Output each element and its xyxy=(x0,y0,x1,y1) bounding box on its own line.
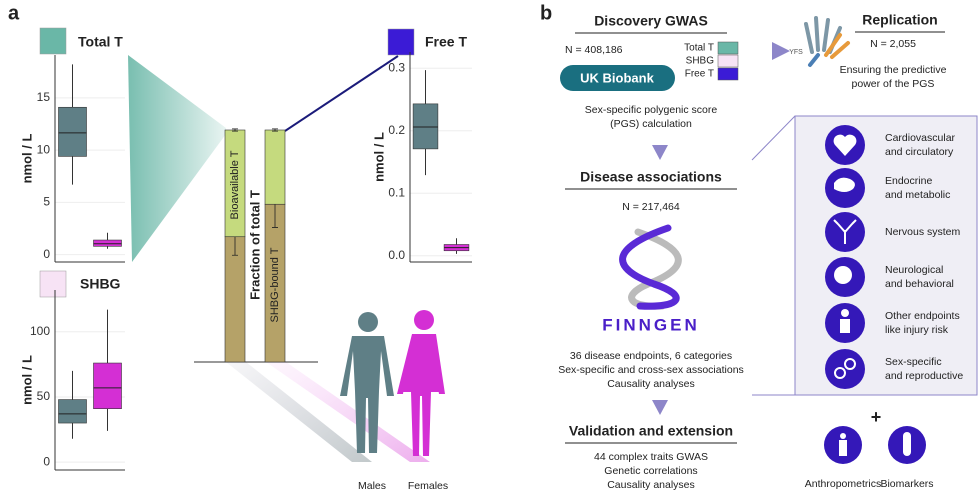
y-tick-label: 0.1 xyxy=(388,185,405,199)
method-text: Sex-specific polygenic score xyxy=(585,104,718,116)
y-tick-label: 0.2 xyxy=(388,123,405,137)
disease-text: Causality analyses xyxy=(607,378,695,390)
discovery-title: Discovery GWAS xyxy=(594,13,708,29)
box xyxy=(412,103,439,150)
connector-total xyxy=(128,55,226,262)
category-label: and circulatory xyxy=(885,146,954,158)
category-label: Sex-specific xyxy=(885,356,942,368)
arrow-down xyxy=(652,145,668,160)
validation-text: Causality analyses xyxy=(607,479,695,491)
connector xyxy=(751,115,796,161)
disease-title: Disease associations xyxy=(580,169,722,185)
category-label: like injury risk xyxy=(885,324,949,336)
error-bar xyxy=(232,128,238,132)
panel-label: a xyxy=(8,2,20,24)
legend-swatch xyxy=(717,41,739,55)
bar-label: SHBG-bound T xyxy=(269,247,281,322)
box xyxy=(58,106,87,157)
disease-text: 36 disease endpoints, 6 categories xyxy=(570,350,732,362)
validation-title: Validation and extension xyxy=(569,423,733,439)
extra-label: Biomarkers xyxy=(880,478,933,490)
arrow-down xyxy=(652,400,668,415)
legend-swatch xyxy=(717,54,739,68)
disease-text: Sex-specific and cross-sex associations xyxy=(558,364,744,376)
title-swatch xyxy=(39,27,67,55)
title-swatch xyxy=(39,270,67,298)
chart-title: Free T xyxy=(425,34,467,50)
logo-text: YFS xyxy=(789,49,803,56)
extra-label: Anthropometrics xyxy=(805,478,881,490)
disease-n: N = 217,464 xyxy=(622,201,680,213)
yfs-logo xyxy=(804,16,850,67)
bar-segment xyxy=(264,129,286,205)
female-silhouette xyxy=(397,310,445,456)
error-bar xyxy=(272,128,278,132)
cohort-pill xyxy=(560,65,675,91)
chart-title: SHBG xyxy=(80,276,121,292)
category-label: Nervous system xyxy=(885,226,961,238)
category-label: and metabolic xyxy=(885,189,950,201)
y-tick-label: 5 xyxy=(43,195,50,209)
y-axis-label: nmol / L xyxy=(19,134,34,184)
category-label: Cardiovascular xyxy=(885,132,956,144)
legend-label: Total T xyxy=(684,43,714,54)
y-axis-label: nmol / L xyxy=(19,355,34,405)
y-tick-label: 10 xyxy=(37,142,51,156)
chart-title: Total T xyxy=(78,34,123,50)
finngen-logo xyxy=(619,224,682,310)
y-axis-label: Fraction of total T xyxy=(247,190,262,300)
stripe-females xyxy=(266,362,430,462)
validation-text: Genetic correlations xyxy=(604,465,697,477)
legend-label: Free T xyxy=(685,69,714,80)
replication-n: N = 2,055 xyxy=(870,38,916,50)
y-tick-label: 100 xyxy=(30,324,50,338)
category-label: Endocrine xyxy=(885,175,932,187)
y-tick-label: 0 xyxy=(43,247,50,261)
y-tick-label: 15 xyxy=(37,90,51,104)
plus: + xyxy=(871,407,882,427)
box xyxy=(58,399,87,424)
label-males: Males xyxy=(358,480,386,492)
y-tick-label: 0 xyxy=(43,454,50,468)
stripe-males xyxy=(226,362,372,462)
label-females: Females xyxy=(408,480,448,492)
finngen: FINNGEN xyxy=(602,315,700,334)
y-tick-label: 50 xyxy=(37,389,51,403)
category-label: Other endpoints xyxy=(885,310,960,322)
category-box xyxy=(794,115,978,396)
discovery-n: N = 408,186 xyxy=(565,44,623,56)
arrow-right xyxy=(772,42,790,60)
box xyxy=(93,239,122,247)
male-silhouette xyxy=(340,312,394,453)
icon-glyphs xyxy=(833,134,911,456)
y-tick-label: 0.3 xyxy=(388,60,405,74)
legend-swatch xyxy=(717,67,739,81)
replication-title: Replication xyxy=(862,12,937,28)
method-text: (PGS) calculation xyxy=(610,118,692,130)
category-label: and behavioral xyxy=(885,278,954,290)
title-swatch xyxy=(387,28,415,56)
bar-label: Bioavailable T xyxy=(229,150,241,219)
category-label: and reproductive xyxy=(885,370,963,382)
connector-free xyxy=(284,55,399,132)
legend-label: SHBG xyxy=(686,56,715,67)
cohort: UK Biobank xyxy=(580,70,654,85)
replication-text: power of the PGS xyxy=(852,78,935,90)
y-axis-label: nmol / L xyxy=(371,132,386,182)
category-label: Neurological xyxy=(885,264,943,276)
y-tick-label: 0.0 xyxy=(388,248,405,262)
replication-text: Ensuring the predictive xyxy=(840,64,947,76)
panel-label: b xyxy=(540,2,552,24)
box xyxy=(93,362,122,409)
validation-text: 44 complex traits GWAS xyxy=(594,451,708,463)
